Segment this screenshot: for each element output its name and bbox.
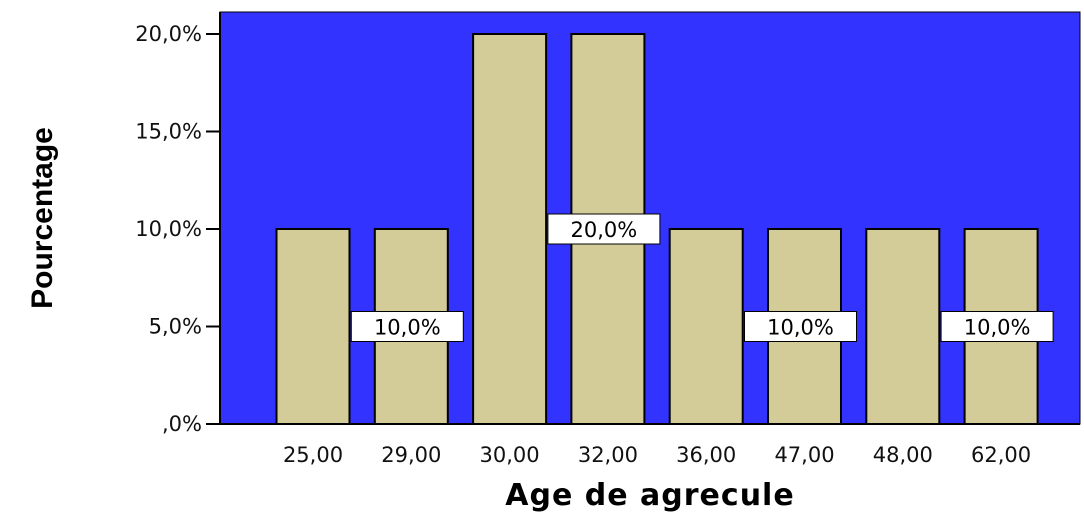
y-axis-title: Pourcentage bbox=[26, 127, 59, 309]
x-axis-title: Age de agrecule bbox=[505, 478, 794, 513]
x-tick-label: 36,00 bbox=[676, 443, 736, 467]
y-tick-label: 10,0% bbox=[135, 217, 202, 241]
data-label-text: 10,0% bbox=[767, 316, 834, 340]
data-label-text: 10,0% bbox=[964, 316, 1031, 340]
x-tick-label: 32,00 bbox=[578, 443, 638, 467]
y-tick-label: 15,0% bbox=[135, 120, 202, 144]
data-label: 10,0% bbox=[350, 311, 464, 342]
bar-3 bbox=[472, 33, 548, 425]
bar-7 bbox=[865, 228, 941, 425]
data-label-box bbox=[547, 213, 661, 245]
bar-1 bbox=[275, 228, 351, 425]
data-label: 10,0% bbox=[940, 311, 1054, 342]
data-label-box bbox=[940, 311, 1054, 342]
x-tick-label: 29,00 bbox=[381, 443, 441, 467]
data-label-box bbox=[744, 311, 857, 342]
x-tick-label: 62,00 bbox=[971, 443, 1031, 467]
data-label: 10,0% bbox=[744, 311, 857, 342]
x-axis: 25,00 29,00 30,00 32,00 36,00 47,00 48,00 62,00 bbox=[220, 423, 1080, 467]
data-label-box bbox=[350, 311, 464, 342]
y-axis: ,0% 5,0% 10,0% 15,0% 20,0% bbox=[135, 12, 221, 436]
y-tick-label: 20,0% bbox=[135, 22, 202, 46]
x-tick-label: 48,00 bbox=[873, 443, 933, 467]
x-tick-label: 47,00 bbox=[774, 443, 834, 467]
x-tick-label: 30,00 bbox=[480, 443, 540, 467]
data-label-text: 20,0% bbox=[571, 218, 638, 242]
bar-5 bbox=[668, 228, 744, 425]
x-tick-label: 25,00 bbox=[283, 443, 343, 467]
data-label-text: 10,0% bbox=[374, 316, 441, 340]
y-tick-label: ,0% bbox=[162, 412, 202, 436]
y-tick-label: 5,0% bbox=[149, 315, 202, 339]
data-label: 20,0% bbox=[547, 213, 661, 245]
data-labels-group: 10,0% 20,0% 10,0% 10,0% bbox=[350, 213, 1054, 342]
